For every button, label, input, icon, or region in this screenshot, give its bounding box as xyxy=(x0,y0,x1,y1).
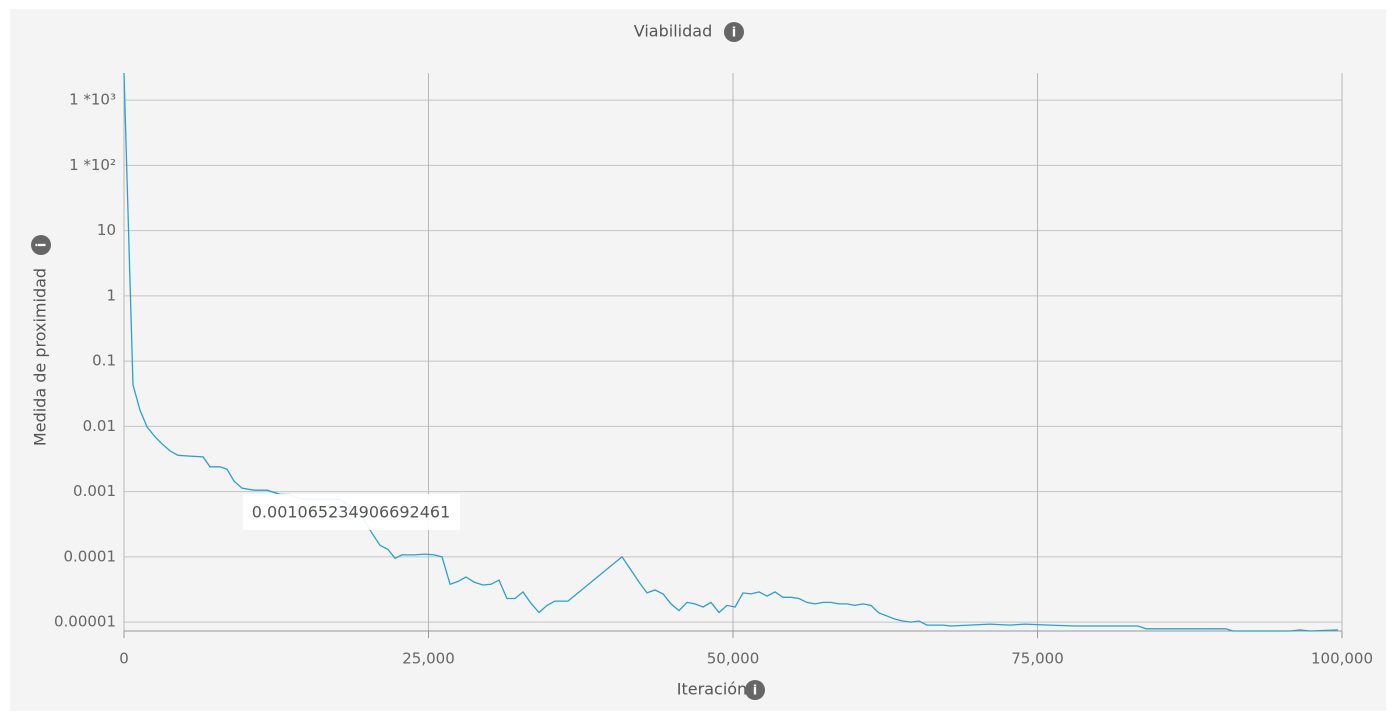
y-tick-label: 1 *10³ xyxy=(69,91,116,109)
svg-text:i: i xyxy=(35,243,50,247)
x-tick-label: 0 xyxy=(119,650,129,668)
y-tick-label: 1 xyxy=(106,286,116,304)
x-tick-label: 75,000 xyxy=(1011,650,1064,668)
info-icon[interactable]: i xyxy=(745,680,765,700)
y-tick-label: 0.001 xyxy=(73,482,116,500)
info-icon[interactable]: i xyxy=(31,235,51,255)
tooltip-box xyxy=(243,494,460,530)
y-tick-label: 0.0001 xyxy=(64,547,117,565)
svg-text:i: i xyxy=(753,684,757,699)
x-axis-label: Iteración xyxy=(677,680,747,699)
x-tick-label: 100,000 xyxy=(1311,650,1373,668)
y-tick-label: 0.1 xyxy=(92,352,116,370)
svg-text:i: i xyxy=(732,26,736,41)
y-tick-label: 10 xyxy=(97,221,116,239)
y-tick-label: 0.00001 xyxy=(54,613,116,631)
x-tick-label: 25,000 xyxy=(402,650,455,668)
tooltip-text: 0.001065234906692461 xyxy=(252,503,451,522)
chart-title: Viabilidad xyxy=(634,22,712,41)
tooltip: 0.001065234906692461 xyxy=(243,494,460,530)
y-axis-label: Medida de proximidad xyxy=(31,268,50,446)
panel xyxy=(10,9,1386,711)
x-tick-label: 50,000 xyxy=(707,650,760,668)
y-tick-label: 1 *10² xyxy=(69,156,116,174)
y-tick-label: 0.01 xyxy=(83,417,116,435)
info-icon[interactable]: i xyxy=(724,22,744,42)
